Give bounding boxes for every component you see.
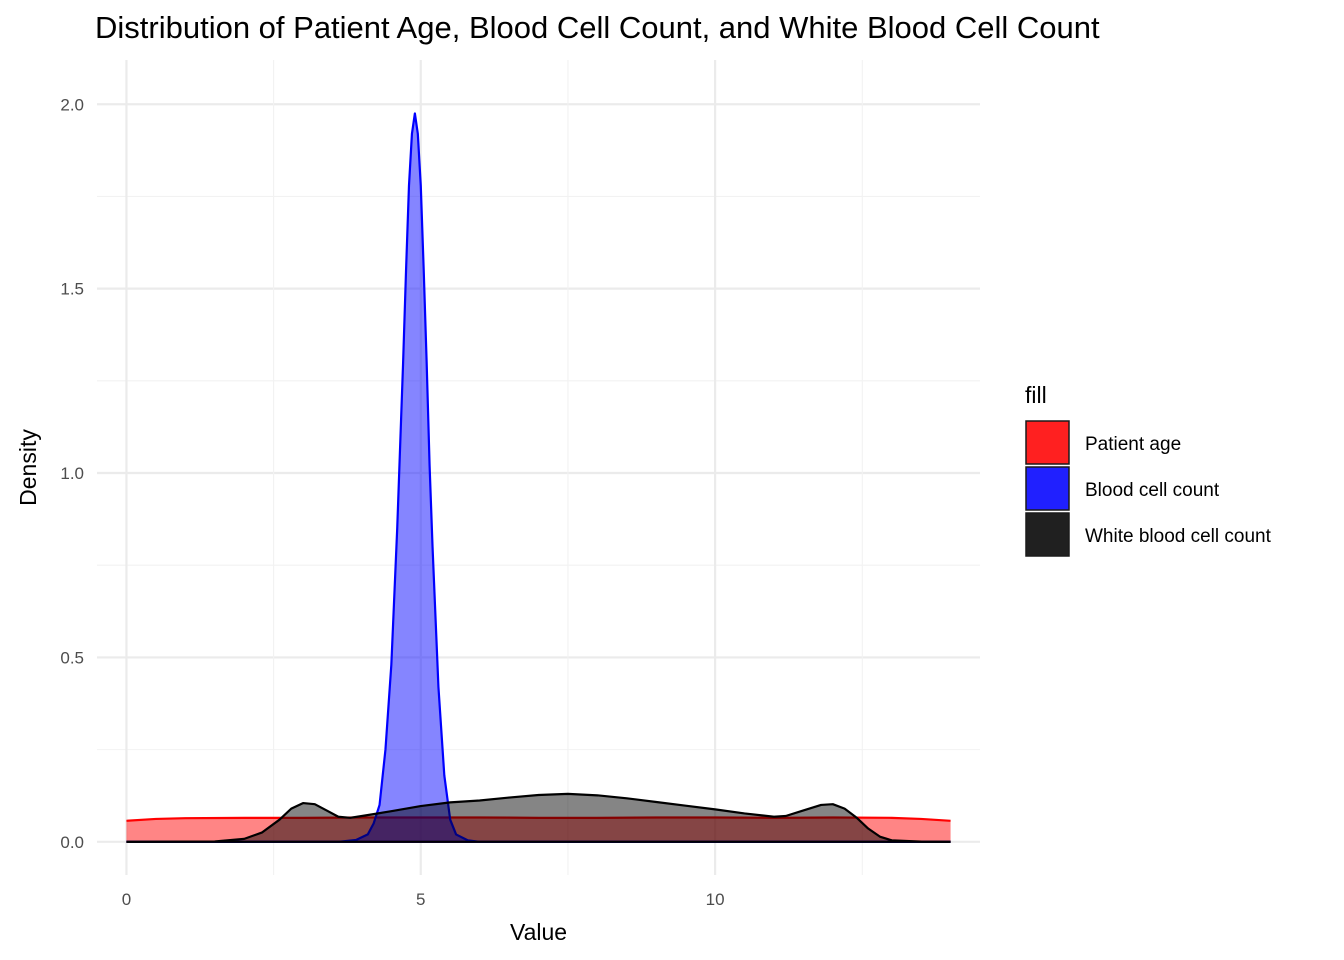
y-tick-label: 2.0 xyxy=(60,95,84,114)
chart-title: Distribution of Patient Age, Blood Cell … xyxy=(95,10,1100,45)
y-tick-label: 1.5 xyxy=(60,280,84,299)
series-area-0 xyxy=(126,817,951,842)
y-tick-label: 0.0 xyxy=(60,833,84,852)
series-line-0 xyxy=(126,816,951,822)
y-tick-label: 1.0 xyxy=(60,464,84,483)
legend-title: fill xyxy=(1025,382,1047,408)
y-axis-title: Density xyxy=(15,429,41,506)
x-axis-title: Value xyxy=(510,919,567,945)
legend-swatch-0 xyxy=(1025,420,1070,465)
series-areas xyxy=(126,112,951,843)
legend: fill Patient age Blood cell count White bl… xyxy=(1025,382,1272,557)
legend-label-2: White blood cell count xyxy=(1085,526,1272,547)
axes: 0 5 10 0.0 0.5 1.0 1.5 2.0 xyxy=(60,95,724,909)
series-line-1 xyxy=(126,112,951,843)
legend-label-1: Blood cell count xyxy=(1085,480,1220,501)
y-tick-label: 0.5 xyxy=(60,648,84,667)
legend-swatch-2 xyxy=(1025,512,1070,557)
series-area-2 xyxy=(126,793,951,842)
series-area-1 xyxy=(126,113,951,842)
legend-label-0: Patient age xyxy=(1085,434,1181,455)
legend-swatch-1 xyxy=(1025,466,1070,511)
series-line-2 xyxy=(126,792,951,843)
grid xyxy=(97,60,980,875)
x-tick-label: 10 xyxy=(706,890,725,909)
x-tick-label: 0 xyxy=(122,890,131,909)
x-tick-label: 5 xyxy=(416,890,425,909)
